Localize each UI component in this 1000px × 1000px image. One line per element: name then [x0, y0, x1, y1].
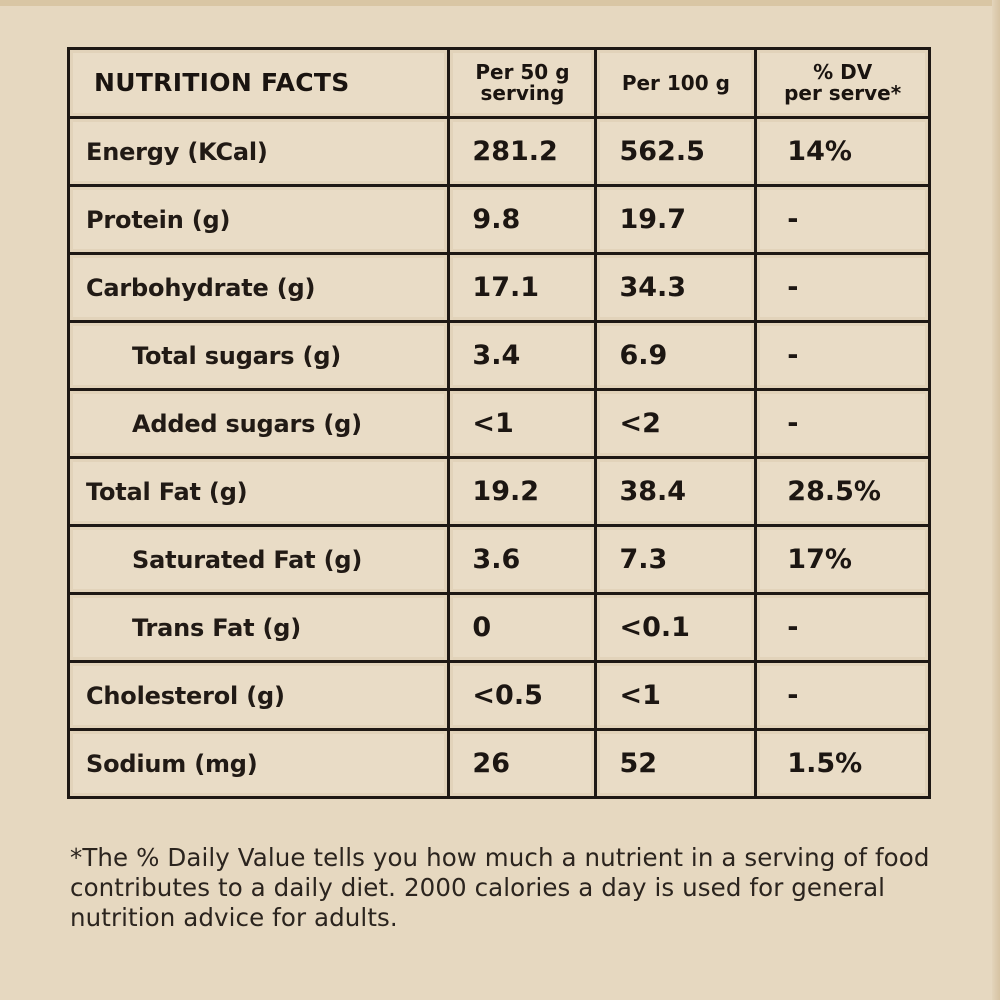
- table-row: Trans Fat (g) 0 <0.1 -: [66, 592, 931, 663]
- table-row: Total sugars (g) 3.4 6.9 -: [66, 320, 931, 391]
- value-per-100g: <0.1: [594, 592, 758, 663]
- value-per-50g: 3.4: [447, 320, 598, 391]
- value-dv: -: [754, 660, 931, 731]
- nutrient-name: Energy (KCal): [66, 116, 451, 187]
- header-dv-line2: per serve*: [784, 81, 902, 105]
- table-row: Sodium (mg) 26 52 1.5%: [66, 728, 931, 799]
- value-dv: -: [754, 252, 931, 323]
- table-header-row: NUTRITION FACTS Per 50 g serving Per 100…: [66, 47, 931, 119]
- value-per-50g: <0.5: [447, 660, 598, 731]
- value-per-50g: 17.1: [447, 252, 598, 323]
- value-dv: -: [754, 592, 931, 663]
- value-dv: 28.5%: [754, 456, 931, 527]
- value-dv: 1.5%: [754, 728, 931, 799]
- value-per-50g: 9.8: [447, 184, 598, 255]
- nutrient-name: Total Fat (g): [66, 456, 451, 527]
- nutrient-name: Trans Fat (g): [66, 592, 451, 663]
- value-per-100g: 34.3: [594, 252, 758, 323]
- value-per-100g: 19.7: [594, 184, 758, 255]
- value-per-100g: 52: [594, 728, 758, 799]
- page-top-edge: [0, 0, 1000, 6]
- header-per-50g-line1: Per 50 g: [475, 60, 570, 84]
- nutrient-name: Protein (g): [66, 184, 451, 255]
- value-per-100g: <2: [594, 388, 758, 459]
- table-row: Carbohydrate (g) 17.1 34.3 -: [66, 252, 931, 323]
- nutrient-name: Carbohydrate (g): [66, 252, 451, 323]
- value-dv: 14%: [754, 116, 931, 187]
- value-dv: 17%: [754, 524, 931, 595]
- value-per-50g: 281.2: [447, 116, 598, 187]
- value-per-50g: 3.6: [447, 524, 598, 595]
- table-row: Cholesterol (g) <0.5 <1 -: [66, 660, 931, 731]
- header-per-50g: Per 50 g serving: [447, 47, 598, 119]
- daily-value-footnote: *The % Daily Value tells you how much a …: [70, 843, 930, 932]
- nutrition-facts-table: NUTRITION FACTS Per 50 g serving Per 100…: [66, 47, 931, 799]
- nutrient-name: Cholesterol (g): [66, 660, 451, 731]
- header-dv-line1: % DV: [813, 60, 873, 84]
- value-per-50g: 0: [447, 592, 598, 663]
- table-row: Energy (KCal) 281.2 562.5 14%: [66, 116, 931, 187]
- value-per-50g: 19.2: [447, 456, 598, 527]
- header-per-50g-line2: serving: [480, 81, 565, 105]
- table-row: Total Fat (g) 19.2 38.4 28.5%: [66, 456, 931, 527]
- table-row: Protein (g) 9.8 19.7 -: [66, 184, 931, 255]
- value-per-100g: 6.9: [594, 320, 758, 391]
- nutrient-name: Added sugars (g): [66, 388, 451, 459]
- value-dv: -: [754, 184, 931, 255]
- value-per-50g: 26: [447, 728, 598, 799]
- value-per-50g: <1: [447, 388, 598, 459]
- table-row: Added sugars (g) <1 <2 -: [66, 388, 931, 459]
- value-per-100g: 7.3: [594, 524, 758, 595]
- page-right-edge: [992, 0, 1000, 1000]
- nutrient-name: Sodium (mg): [66, 728, 451, 799]
- value-per-100g: 562.5: [594, 116, 758, 187]
- header-per-100g: Per 100 g: [594, 47, 758, 119]
- value-per-100g: <1: [594, 660, 758, 731]
- nutrient-name: Total sugars (g): [66, 320, 451, 391]
- value-dv: -: [754, 388, 931, 459]
- header-dv: % DV per serve*: [754, 47, 931, 119]
- header-nutrition-facts: NUTRITION FACTS: [66, 47, 451, 119]
- table-row: Saturated Fat (g) 3.6 7.3 17%: [66, 524, 931, 595]
- nutrient-name: Saturated Fat (g): [66, 524, 451, 595]
- value-dv: -: [754, 320, 931, 391]
- value-per-100g: 38.4: [594, 456, 758, 527]
